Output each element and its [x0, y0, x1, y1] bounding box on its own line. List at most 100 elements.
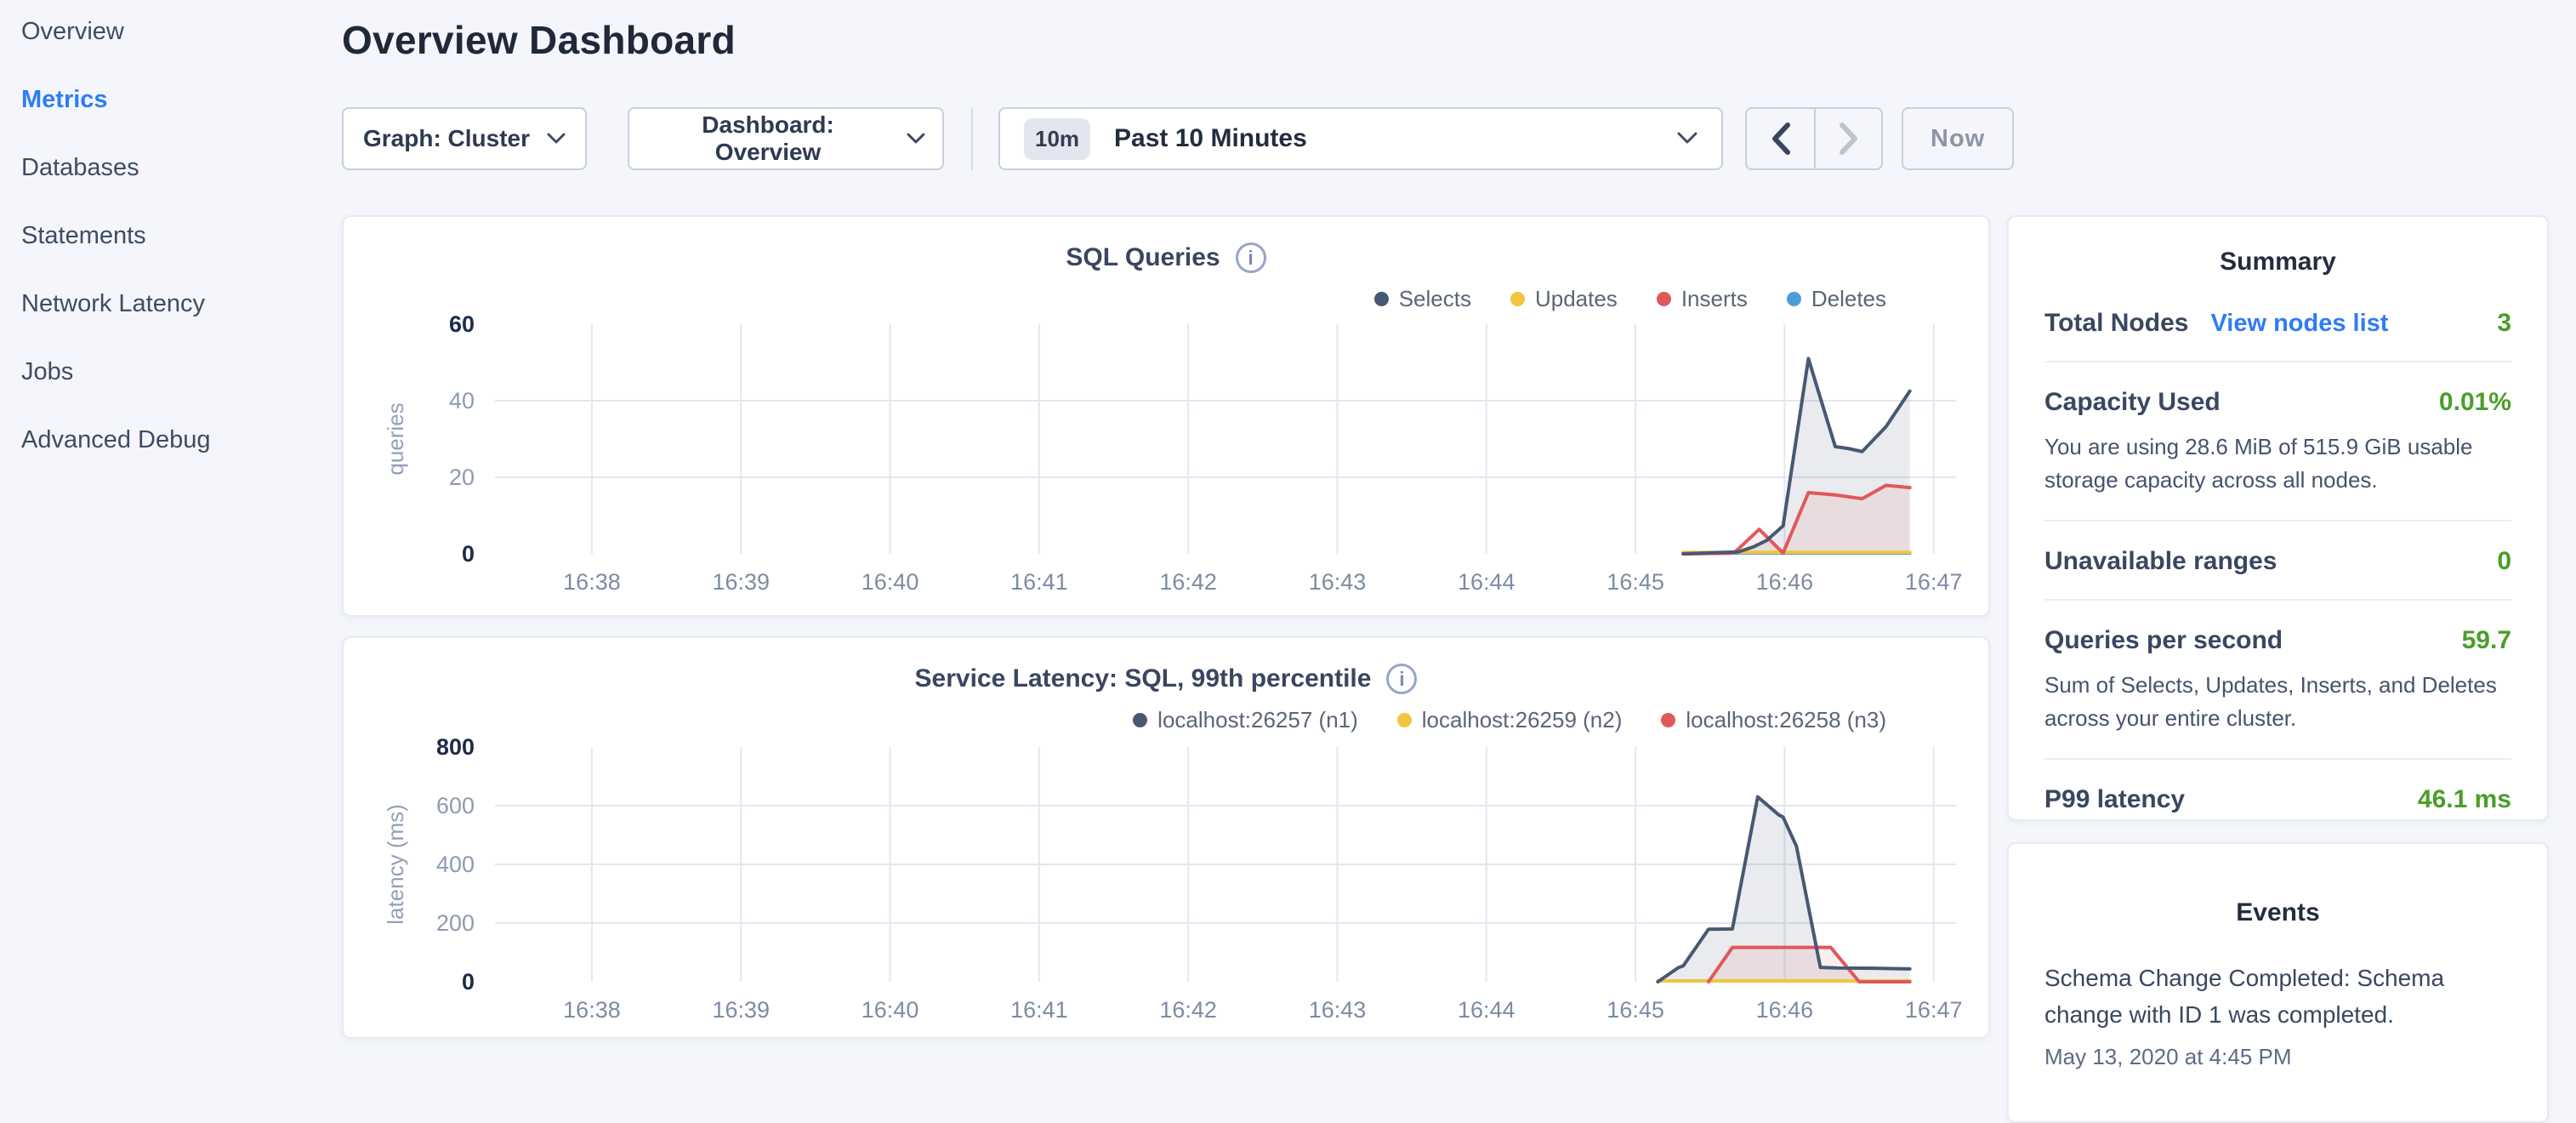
- svg-text:16:43: 16:43: [1309, 569, 1367, 595]
- app-root: Overview Metrics Databases Statements Networ…: [0, 0, 2576, 1052]
- chevron-down-icon: [547, 133, 566, 145]
- sidebar-item-metrics[interactable]: Metrics: [21, 85, 342, 115]
- chevron-right-icon: [1839, 123, 1859, 155]
- svg-text:16:47: 16:47: [1905, 997, 1963, 1023]
- summary-row: Unavailable ranges 0: [2044, 522, 2511, 601]
- summary-row: P99 latency 46.1 ms: [2044, 760, 2511, 837]
- svg-text:40: 40: [449, 388, 475, 413]
- time-range-dropdown[interactable]: 10m Past 10 Minutes: [998, 107, 1723, 170]
- svg-text:800: 800: [436, 737, 475, 760]
- graph-dropdown[interactable]: Graph: Cluster: [342, 107, 587, 170]
- legend-label: localhost:26257 (n1): [1157, 707, 1358, 733]
- svg-text:16:40: 16:40: [862, 997, 919, 1023]
- sidebar-item-advanced-debug[interactable]: Advanced Debug: [21, 425, 342, 455]
- legend-item[interactable]: Inserts: [1657, 286, 1748, 312]
- svg-text:16:41: 16:41: [1010, 997, 1068, 1023]
- dashboard-dropdown[interactable]: Dashboard: Overview: [628, 107, 944, 170]
- legend-label: localhost:26259 (n2): [1422, 707, 1623, 733]
- svg-text:16:44: 16:44: [1458, 997, 1515, 1023]
- svg-text:16:39: 16:39: [712, 569, 770, 595]
- event-timestamp: May 13, 2020 at 4:45 PM: [2044, 1044, 2511, 1070]
- sidebar-item-overview[interactable]: Overview: [21, 17, 342, 47]
- chart-legend: Selects Updates Inserts Deletes: [344, 285, 1988, 312]
- time-range-badge: 10m: [1024, 118, 1090, 160]
- info-icon[interactable]: i: [1236, 242, 1266, 273]
- chart-title-row: SQL Queries i: [344, 242, 1988, 273]
- chart-title: Service Latency: SQL, 99th percentile: [915, 664, 1372, 693]
- legend-item[interactable]: localhost:26257 (n1): [1133, 707, 1358, 733]
- sidebar-item-databases[interactable]: Databases: [21, 153, 342, 183]
- legend-item[interactable]: localhost:26259 (n2): [1397, 707, 1623, 733]
- legend-dot-icon: [1661, 713, 1675, 727]
- prev-range-button[interactable]: [1747, 109, 1814, 168]
- legend-dot-icon: [1133, 713, 1147, 727]
- legend-item[interactable]: localhost:26258 (n3): [1661, 707, 1886, 733]
- svg-text:600: 600: [436, 793, 475, 818]
- legend-dot-icon: [1510, 292, 1525, 306]
- sql-queries-chart[interactable]: 0204060queries16:3816:3916:4016:4116:421…: [359, 316, 1975, 596]
- legend-item[interactable]: Deletes: [1787, 286, 1886, 312]
- svg-text:16:38: 16:38: [563, 997, 621, 1023]
- view-nodes-list-link[interactable]: View nodes list: [2210, 310, 2388, 338]
- summary-row-value: 0.01%: [2439, 388, 2511, 417]
- summary-row-description: Sum of Selects, Updates, Inserts, and De…: [2044, 669, 2511, 735]
- next-range-button[interactable]: [1814, 109, 1881, 168]
- chart-title: SQL Queries: [1066, 243, 1220, 272]
- summary-row-label: Total Nodes: [2044, 309, 2188, 338]
- svg-text:0: 0: [462, 969, 475, 995]
- svg-text:16:40: 16:40: [862, 569, 919, 595]
- sidebar-item-jobs[interactable]: Jobs: [21, 357, 342, 387]
- right-column: Summary Total NodesView nodes list3Capac…: [2007, 215, 2549, 1123]
- legend-label: localhost:26258 (n3): [1686, 707, 1886, 733]
- legend-label: Deletes: [1811, 286, 1886, 312]
- sidebar-item-network-latency[interactable]: Network Latency: [21, 289, 342, 319]
- legend-dot-icon: [1397, 713, 1412, 727]
- event-text[interactable]: Schema Change Completed: Schema change w…: [2044, 960, 2511, 1034]
- summary-row-value: 0: [2497, 547, 2511, 576]
- service-latency-chart-card: Service Latency: SQL, 99th percentile i …: [342, 636, 1990, 1039]
- chevron-down-icon: [1677, 132, 1697, 145]
- legend-item[interactable]: Updates: [1510, 286, 1618, 312]
- summary-row-label: Capacity Used: [2044, 388, 2221, 417]
- summary-row-value: 59.7: [2462, 626, 2511, 655]
- events-panel: Events Schema Change Completed: Schema c…: [2007, 842, 2549, 1123]
- svg-text:16:38: 16:38: [563, 569, 621, 595]
- page-title: Overview Dashboard: [342, 17, 2549, 63]
- svg-text:16:46: 16:46: [1756, 569, 1814, 595]
- dashboard-body: SQL Queries i Selects Updates Inserts Delet…: [342, 215, 2549, 1123]
- charts-column: SQL Queries i Selects Updates Inserts Delet…: [342, 215, 1990, 1123]
- legend-dot-icon: [1657, 292, 1671, 306]
- svg-text:16:46: 16:46: [1756, 997, 1814, 1023]
- summary-row-label: P99 latency: [2044, 785, 2185, 814]
- summary-panel: Summary Total NodesView nodes list3Capac…: [2007, 215, 2549, 821]
- dashboard-dropdown-label: Dashboard: Overview: [646, 111, 890, 166]
- sql-queries-chart-card: SQL Queries i Selects Updates Inserts Delet…: [342, 215, 1990, 617]
- svg-text:16:42: 16:42: [1159, 997, 1217, 1023]
- now-button[interactable]: Now: [1902, 107, 2014, 170]
- service-latency-chart[interactable]: 0200400600800latency (ms)16:3816:3916:40…: [359, 737, 1975, 1036]
- summary-row-value: 46.1 ms: [2418, 785, 2511, 814]
- events-list: Schema Change Completed: Schema change w…: [2044, 960, 2511, 1070]
- summary-row-label: Queries per second: [2044, 626, 2283, 655]
- svg-text:200: 200: [436, 910, 475, 936]
- main-content: Overview Dashboard Graph: Cluster Dashbo…: [342, 0, 2576, 1052]
- graph-dropdown-label: Graph: Cluster: [363, 125, 530, 152]
- svg-text:16:39: 16:39: [712, 997, 770, 1023]
- chart-title-row: Service Latency: SQL, 99th percentile i: [344, 664, 1988, 694]
- svg-text:latency (ms): latency (ms): [383, 804, 408, 925]
- svg-text:16:45: 16:45: [1606, 569, 1664, 595]
- summary-rows: Total NodesView nodes list3Capacity Used…: [2044, 283, 2511, 837]
- info-icon[interactable]: i: [1386, 664, 1417, 694]
- events-title: Events: [2044, 898, 2511, 927]
- legend-dot-icon: [1374, 292, 1389, 306]
- svg-text:16:41: 16:41: [1010, 569, 1068, 595]
- svg-text:60: 60: [449, 316, 475, 337]
- sidebar-item-statements[interactable]: Statements: [21, 221, 342, 251]
- controls-divider: [971, 107, 973, 170]
- time-range-pager: [1745, 107, 1883, 170]
- summary-row-description: You are using 28.6 MiB of 515.9 GiB usab…: [2044, 430, 2511, 497]
- legend-item[interactable]: Selects: [1374, 286, 1471, 312]
- svg-text:16:47: 16:47: [1905, 569, 1963, 595]
- svg-text:16:44: 16:44: [1458, 569, 1515, 595]
- summary-row-label: Unavailable ranges: [2044, 547, 2277, 576]
